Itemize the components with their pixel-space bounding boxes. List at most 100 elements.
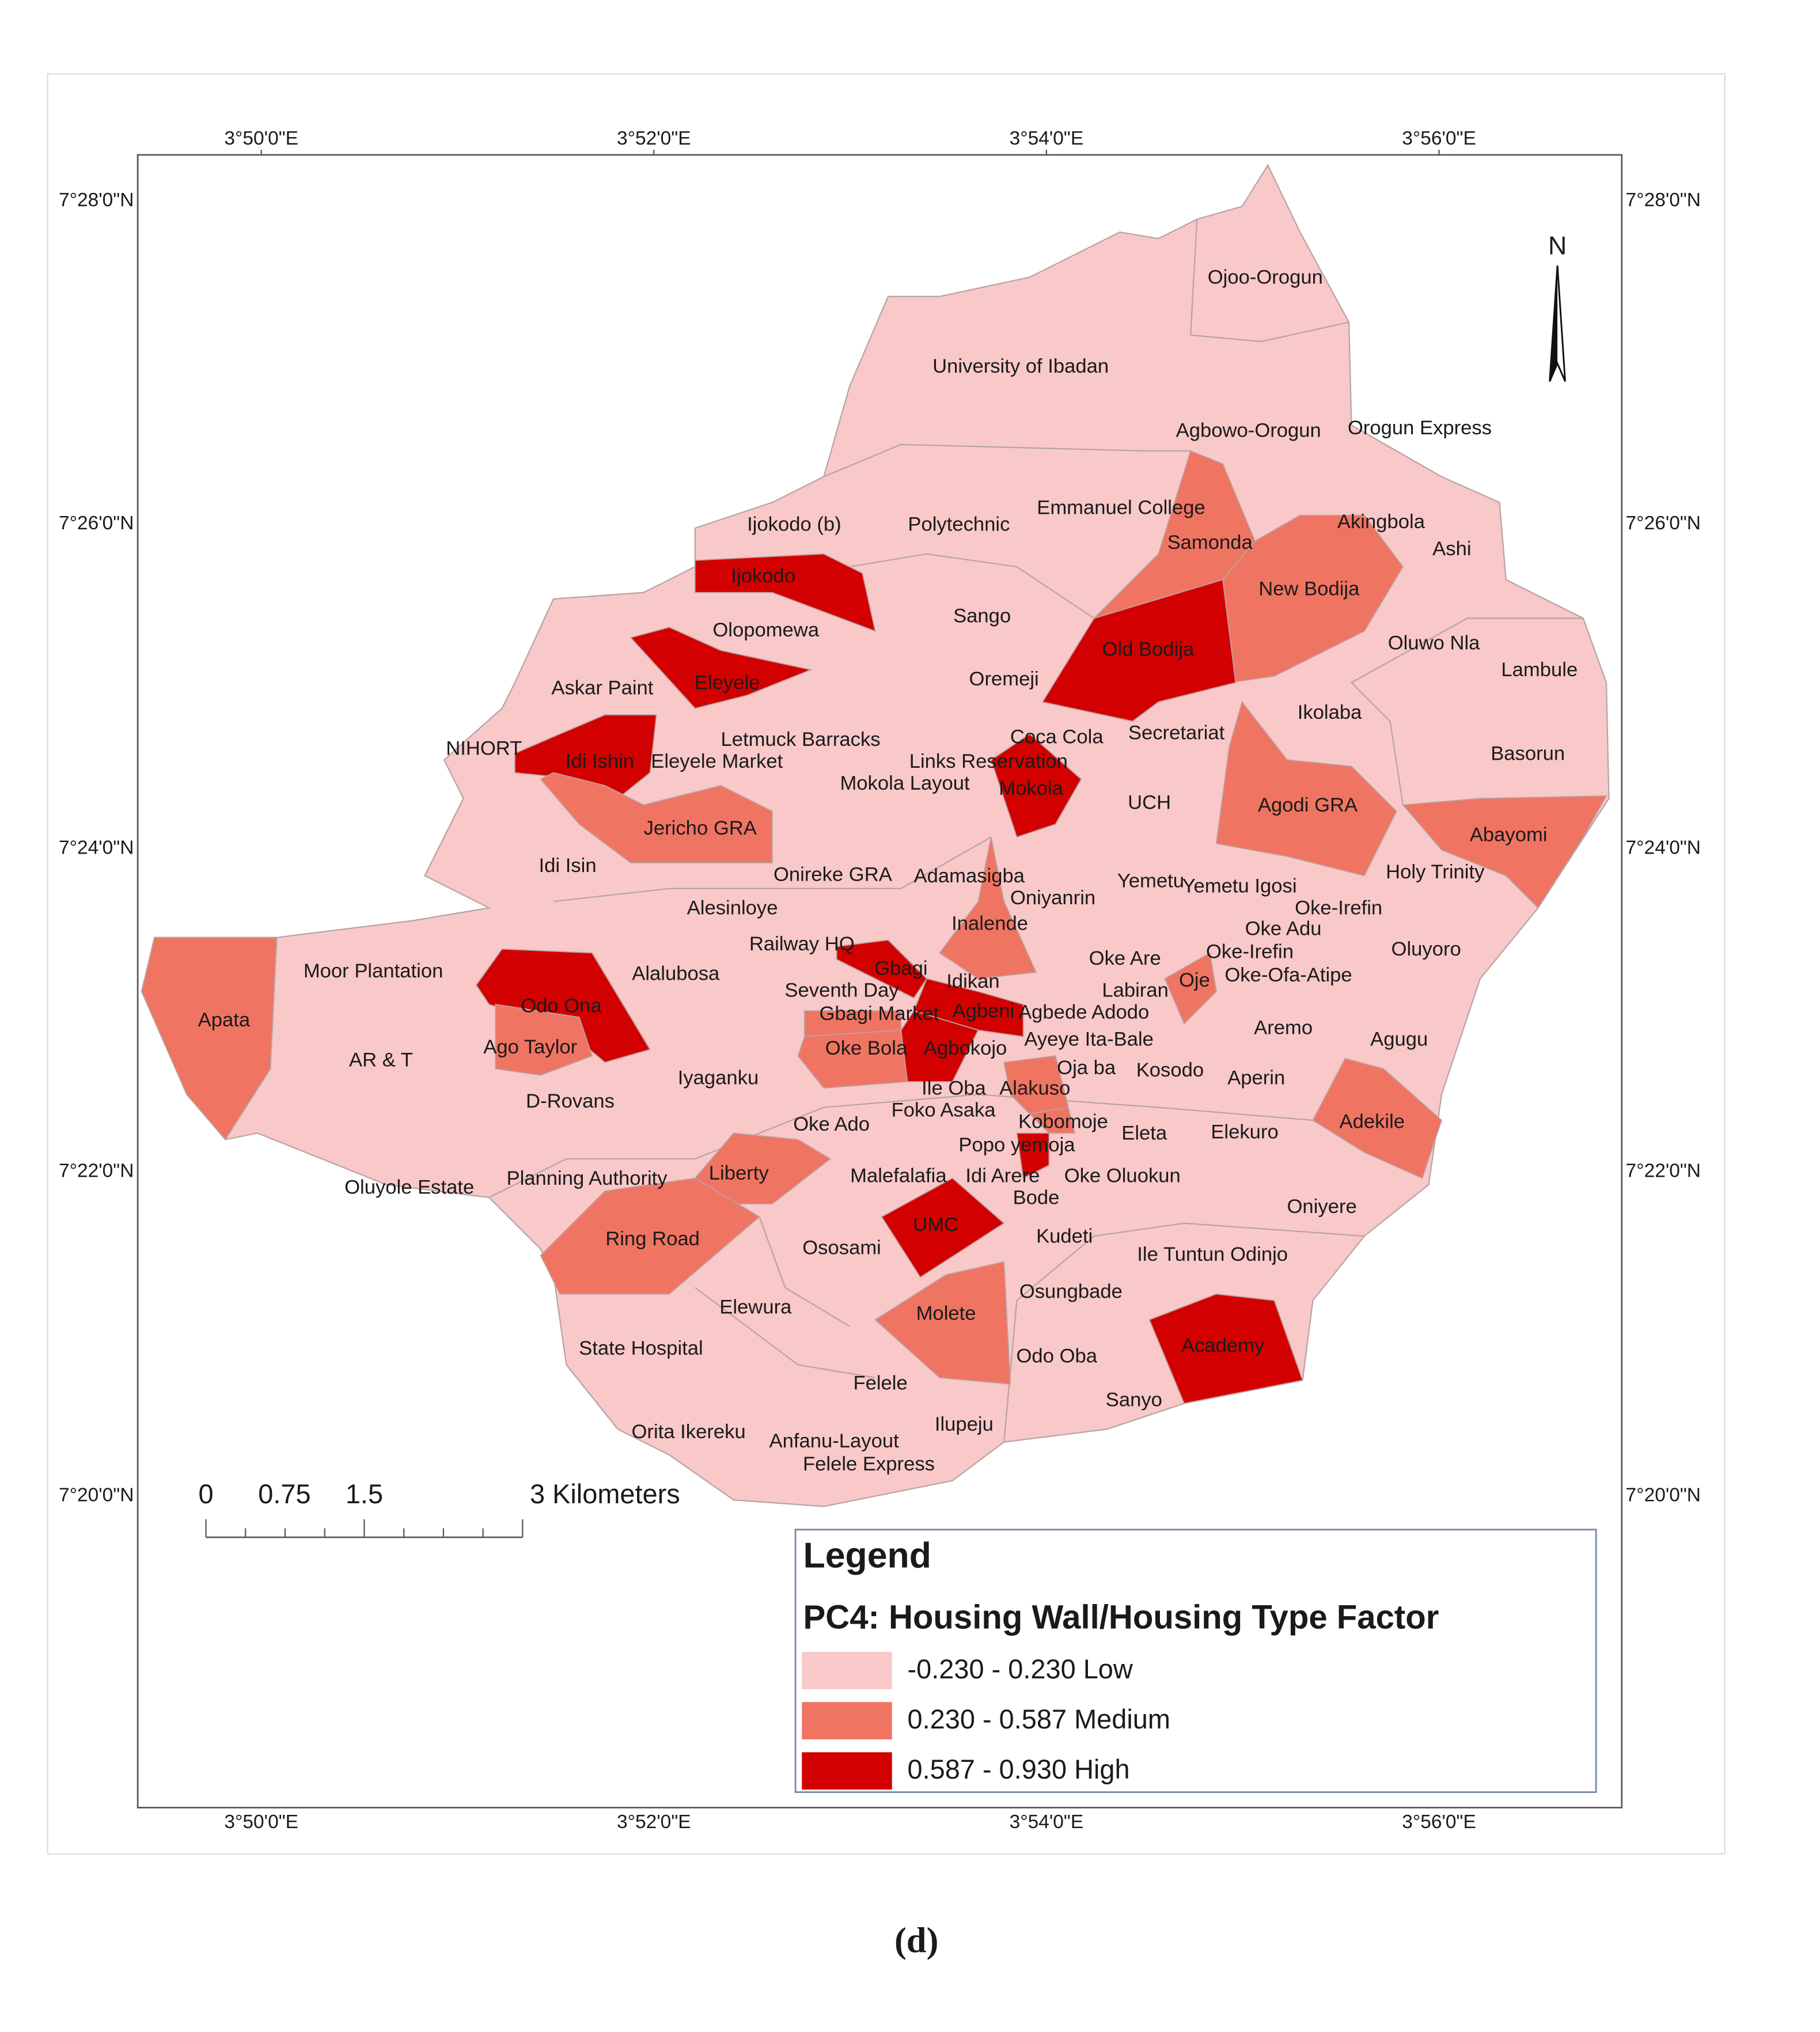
region-label: Olopomewa <box>712 619 820 641</box>
legend-label: -0.230 - 0.230 Low <box>908 1654 1133 1684</box>
latitude-label: 7°24'0"N <box>1626 837 1701 858</box>
region-label: Eleyele <box>695 672 760 694</box>
region-label: Basorun <box>1491 742 1565 764</box>
region-label: Polytechnic <box>908 514 1010 536</box>
region-label: Mokola <box>999 778 1063 799</box>
region-label: Onireke GRA <box>774 864 893 886</box>
region-area <box>141 937 278 1141</box>
region-label: University of Ibadan <box>932 355 1109 377</box>
region-area <box>1148 1293 1303 1404</box>
region-label: Oke Are <box>1089 947 1161 969</box>
latitude-label: 7°26'0"N <box>1626 513 1701 534</box>
region-label: D-Rovans <box>526 1090 615 1112</box>
region-label: Jericho GRA <box>644 817 757 839</box>
region-label: Idikan <box>946 970 999 992</box>
region-label: Odo Ona <box>521 995 602 1017</box>
city-boundary <box>141 164 1610 1507</box>
region-label: Odo Oba <box>1017 1345 1098 1367</box>
region-label: State Hospital <box>579 1337 703 1359</box>
legend-swatch <box>802 1651 892 1689</box>
region-label: Secretariat <box>1128 722 1225 744</box>
region-label: Samonda <box>1167 532 1253 554</box>
north-arrow: N <box>1548 232 1567 382</box>
region-label: Alesinloye <box>687 897 778 919</box>
region-label: Aremo <box>1254 1017 1313 1038</box>
region-label: Agbokojo <box>924 1037 1007 1059</box>
region-label: Oluyoro <box>1391 938 1461 960</box>
region-area <box>990 733 1082 838</box>
region-border <box>759 1216 850 1327</box>
region-label: Academy <box>1181 1335 1265 1356</box>
region-border <box>1003 1222 1364 1442</box>
region-label: Oke Bola <box>825 1037 908 1059</box>
region-label: Moor Plantation <box>304 960 443 982</box>
region-label: Oke-Irefin <box>1295 897 1382 919</box>
region-label: Oniyanrin <box>1010 887 1095 909</box>
longitude-label: 3°50'0"E <box>224 128 298 149</box>
region-label: Oke Oluokun <box>1064 1165 1181 1186</box>
region-label: Elewura <box>719 1296 792 1318</box>
region-label: Oluwo Nla <box>1388 632 1480 654</box>
region-label: Ile Oba <box>922 1078 986 1100</box>
scale-label: 1.5 <box>346 1479 383 1509</box>
legend-subtitle: PC4: Housing Wall/Housing Type Factor <box>803 1598 1439 1636</box>
region-area <box>836 939 928 999</box>
graticule: 3°50'0"E 3°50'0"E 3°52'0"E 3°52'0"E 3°54'0"E… <box>59 128 1701 1833</box>
region-label: Elekuro <box>1211 1121 1278 1143</box>
region-label: Alalubosa <box>632 963 720 985</box>
region-label: Agbowo-Orogun <box>1176 420 1321 442</box>
scale-label: 0 <box>199 1479 214 1509</box>
region-label: Ashi <box>1432 538 1471 560</box>
region-label: Lambule <box>1501 659 1578 681</box>
region-area <box>1016 1132 1050 1179</box>
region-label: Idi Ishin <box>566 750 634 772</box>
scale-label: 0.75 <box>258 1479 310 1509</box>
region-label: AR & T <box>349 1049 413 1071</box>
region-border <box>553 836 992 903</box>
region-border <box>849 553 1095 619</box>
legend-label: 0.587 - 0.930 High <box>908 1754 1130 1784</box>
scale-bar: 0 0.75 1.5 3 Kilometers <box>199 1479 680 1538</box>
latitude-label: 7°22'0"N <box>59 1160 134 1181</box>
region-label: Letmuck Barracks <box>721 729 880 750</box>
region-border <box>823 443 1191 477</box>
region-label: Gbagi Market <box>819 1003 939 1025</box>
region-label: Foko Asaka <box>892 1100 996 1121</box>
region-label: Ikolaba <box>1298 702 1362 723</box>
region-label: Ile Tuntun Odinjo <box>1137 1244 1288 1265</box>
region-area <box>1312 1057 1443 1179</box>
region-label: Adamasigba <box>914 865 1025 887</box>
region-area <box>881 1177 1005 1278</box>
longitude-label: 3°52'0"E <box>617 128 691 149</box>
region-area <box>797 1029 908 1089</box>
latitude-label: 7°20'0"N <box>59 1484 134 1506</box>
region-label: UMC <box>913 1214 958 1235</box>
latitude-label: 7°20'0"N <box>1626 1484 1701 1506</box>
latitude-label: 7°22'0"N <box>1626 1160 1701 1181</box>
region-area <box>1215 700 1397 877</box>
region-border <box>1350 617 1583 805</box>
legend: Legend PC4: Housing Wall/Housing Type Fa… <box>794 1529 1597 1794</box>
region-label: Osungbade <box>1019 1281 1123 1303</box>
latitude-label: 7°24'0"N <box>59 837 134 858</box>
region-label: Askar Paint <box>551 677 653 699</box>
region-label: New Bodija <box>1258 578 1360 600</box>
longitude-label: 3°54'0"E <box>1010 1811 1084 1833</box>
region-label: Agbede Adodo <box>1018 1002 1149 1023</box>
region-label: Oluyole Estate <box>344 1177 474 1199</box>
region-label: Idi Isin <box>539 855 597 877</box>
region-label: Liberty <box>709 1162 769 1184</box>
region-label: Felele <box>853 1372 907 1394</box>
legend-box <box>794 1529 1597 1794</box>
region-label: Oniyere <box>1287 1196 1357 1218</box>
region-label: Orita Ikereku <box>632 1421 746 1443</box>
region-label: Links Reservation <box>909 750 1068 772</box>
region-label: Apata <box>198 1009 251 1031</box>
longitude-label: 3°52'0"E <box>617 1811 691 1833</box>
region-label: Holy Trinity <box>1386 861 1485 883</box>
region-label: Kosodo <box>1136 1059 1204 1081</box>
caption: (d) <box>894 1920 938 1961</box>
region-label: Kudeti <box>1036 1226 1093 1248</box>
region-label: Emmanuel College <box>1037 497 1205 519</box>
region-label: Akingbola <box>1337 511 1425 533</box>
